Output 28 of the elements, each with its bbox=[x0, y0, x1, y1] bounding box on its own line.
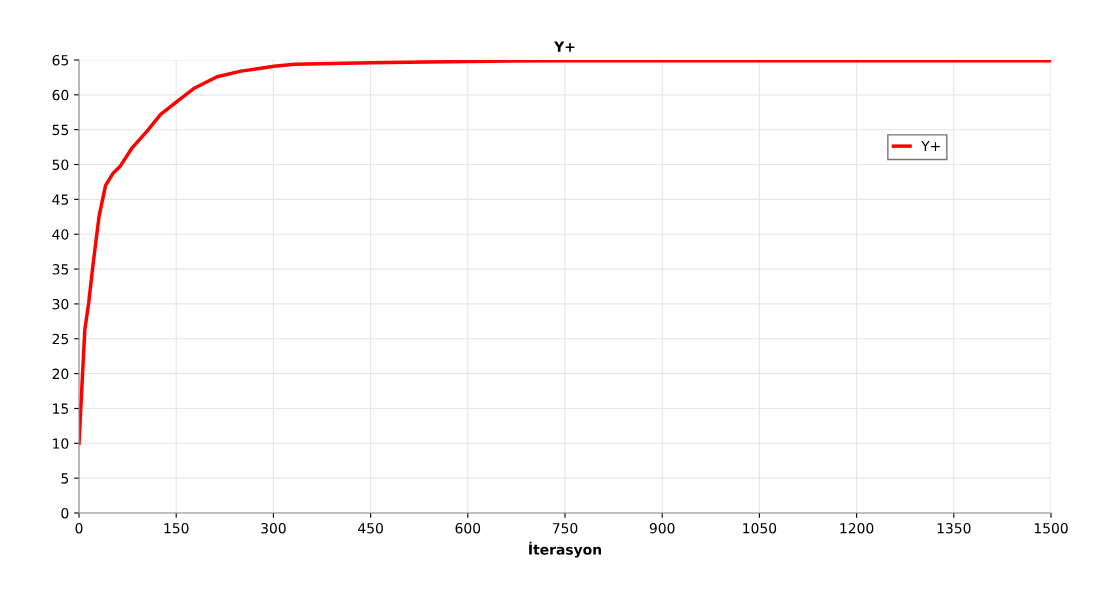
y-tick-label: 15 bbox=[53, 403, 69, 414]
x-tick-label: 1200 bbox=[840, 522, 874, 534]
y-tick-label: 50 bbox=[52, 159, 69, 171]
x-tick-label: 450 bbox=[358, 522, 383, 534]
y-tick-label: 20 bbox=[52, 368, 69, 380]
legend-label: Y+ bbox=[921, 140, 940, 151]
y-tick-label: 25 bbox=[52, 333, 69, 345]
x-tick-label: 300 bbox=[261, 522, 286, 534]
y-tick-label: 45 bbox=[52, 194, 69, 205]
x-tick-label: 900 bbox=[649, 522, 675, 534]
y-tick-label: 0 bbox=[61, 507, 69, 519]
x-tick-label: 750 bbox=[552, 522, 578, 534]
y-tick-label: 55 bbox=[52, 124, 69, 136]
x-tick-label: 1050 bbox=[743, 522, 777, 534]
x-tick-label: 600 bbox=[455, 522, 481, 534]
y-tick-label: 35 bbox=[52, 264, 69, 275]
y-tick-label: 40 bbox=[52, 229, 69, 240]
x-tick-label: 1500 bbox=[1034, 522, 1068, 534]
y-tick-label: 10 bbox=[53, 438, 69, 449]
y-tick-label: 60 bbox=[52, 89, 69, 101]
x-tick-label: 1350 bbox=[937, 522, 971, 534]
y-tick-label: 65 bbox=[52, 54, 69, 66]
y-tick-label: 5 bbox=[61, 473, 69, 484]
y-tick-label: 30 bbox=[52, 298, 69, 310]
x-tick-label: 0 bbox=[75, 522, 83, 534]
x-axis-title: İterasyon bbox=[529, 541, 602, 558]
chart-title: Y+ bbox=[554, 41, 575, 52]
x-tick-label: 150 bbox=[164, 522, 189, 534]
